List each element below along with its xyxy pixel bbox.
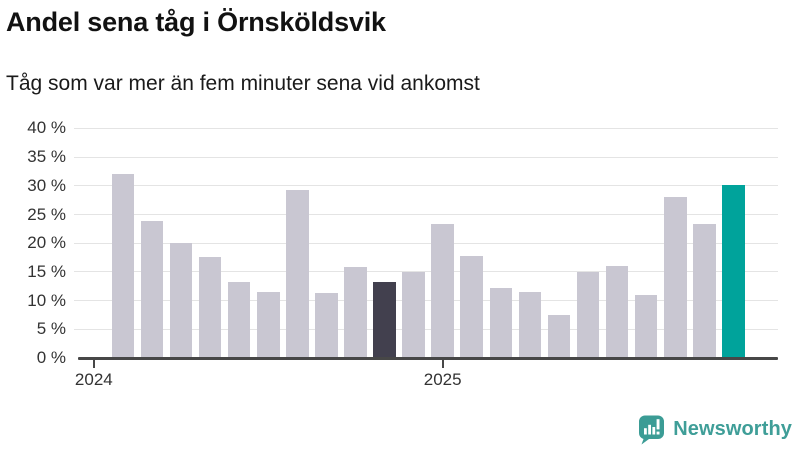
newsworthy-speech-bubble-bar-chart-icon — [639, 415, 665, 444]
bar-2025-07 — [605, 266, 629, 358]
bar-2025-06 — [576, 272, 600, 358]
bar-2025-04 — [518, 291, 542, 358]
gridline-10 — [74, 300, 778, 302]
bar-2024-09 — [315, 292, 338, 358]
y-axis-label: 15 % — [27, 261, 66, 281]
gridline-25 — [74, 214, 778, 215]
bar-2025-03 — [489, 287, 513, 358]
y-axis-label: 10 % — [27, 290, 66, 310]
gridline-40 — [74, 127, 778, 129]
y-axis-label: 5 % — [36, 319, 66, 339]
bar-2025-02 — [460, 255, 484, 358]
bar-2024-11 — [373, 282, 396, 358]
newsworthy-brand-text: Newsworthy — [673, 417, 792, 440]
bar-2024-08 — [286, 189, 309, 358]
bar-2025-11 — [722, 185, 745, 358]
bar-2025-01 — [431, 223, 454, 358]
newsworthy-logo: Newsworthy — [637, 412, 792, 446]
x-axis-line — [78, 357, 778, 360]
bar-2025-09 — [663, 196, 687, 358]
gridline-20 — [74, 242, 778, 244]
bar-2024-07 — [256, 291, 280, 358]
gridline-35 — [74, 156, 778, 158]
x-axis-label-2024: 2024 — [74, 370, 113, 389]
bar-2024-03 — [140, 221, 164, 358]
y-axis-label: 25 % — [27, 204, 66, 224]
page-title: Andel sena tåg i Örnsköldsvik — [6, 7, 386, 37]
bar-2025-08 — [634, 294, 658, 358]
gridline-15 — [74, 271, 778, 273]
bar-2024-05 — [198, 256, 222, 358]
bar-2024-12 — [402, 272, 425, 358]
bar-2025-05 — [547, 314, 571, 358]
bar-2024-10 — [344, 267, 367, 358]
y-axis-label: 40 % — [27, 118, 66, 138]
y-axis-label: 35 % — [27, 147, 66, 167]
y-axis-label: 20 % — [27, 233, 66, 253]
gridline-5 — [74, 328, 778, 330]
bar-2024-06 — [227, 282, 251, 358]
bar-2024-04 — [169, 242, 193, 358]
bar-2025-10 — [693, 224, 716, 358]
y-axis-label: 0 % — [36, 348, 66, 367]
x-axis-label-2025: 2025 — [423, 370, 462, 389]
y-axis-label: 30 % — [27, 175, 66, 195]
gridline-30 — [74, 185, 778, 187]
x-axis-tick-2024 — [92, 360, 95, 368]
x-axis-tick-2025 — [441, 360, 444, 368]
bar-2024-02 — [111, 174, 135, 358]
chart-subtitle: Tåg som var mer än fem minuter sena vid … — [6, 72, 480, 95]
